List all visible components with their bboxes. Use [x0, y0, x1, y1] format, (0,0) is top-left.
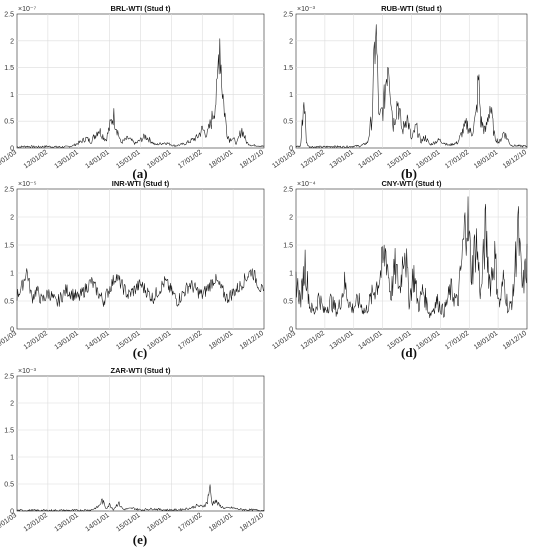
x-tick-label: 13/01/01	[329, 149, 355, 170]
x-tick-label: 13/01/01	[329, 330, 355, 351]
x-tick-label: 11/01/03	[0, 330, 18, 351]
panel-label: (c)	[133, 345, 147, 360]
x-tick-label: 11/01/03	[271, 149, 297, 170]
x-tick-label: 18/12/10	[502, 330, 528, 351]
x-tick-label: 18/12/10	[239, 512, 265, 533]
x-tick-label: 12/01/02	[23, 330, 49, 351]
x-tick-label: 17/01/02	[444, 149, 470, 170]
series-line	[295, 196, 528, 319]
x-tick-label: 14/01/01	[84, 330, 110, 351]
y-tick-label: 2	[10, 38, 14, 45]
y-tick-label: 2	[10, 401, 14, 408]
x-tick-label: 11/01/03	[0, 512, 18, 533]
y-exponent-label: ×10⁻⁴	[297, 181, 316, 188]
x-tick-label: 11/01/03	[271, 330, 297, 351]
x-tick-label: 16/01/01	[415, 149, 441, 170]
y-tick-label: 2.5	[283, 12, 293, 19]
x-tick-label: 17/01/02	[177, 512, 203, 533]
x-tick-label: 18/12/10	[239, 330, 265, 351]
x-tick-label: 15/01/01	[115, 512, 141, 533]
x-tick-label: 13/01/01	[54, 330, 80, 351]
x-tick-label: 17/01/02	[444, 330, 470, 351]
y-tick-label: 2	[289, 38, 293, 45]
chart-panel-d: 0 0.5 1 1.5 2 2.5 11/01/03 12/01/02 13/01/01 14/0…	[271, 179, 528, 360]
y-tick-label: 1	[289, 92, 293, 99]
x-tick-label: 12/01/02	[300, 149, 326, 170]
y-tick-label: 0.5	[4, 299, 14, 306]
panel-title: INR-WTI (Stud t)	[112, 179, 170, 188]
panel-title: RUB-WTI (Stud t)	[381, 4, 442, 13]
x-tick-label: 18/01/01	[473, 149, 499, 170]
y-exponent-label: ×10⁻³	[18, 368, 37, 375]
series-line	[16, 484, 265, 512]
x-tick-label: 16/01/01	[146, 330, 172, 351]
x-tick-label: 16/01/01	[146, 149, 172, 170]
y-tick-label: 2.5	[4, 187, 14, 194]
chart-panel-b: 0 0.5 1 1.5 2 2.5 11/01/03 12/01/02 13/01/01 14/0…	[271, 4, 528, 181]
x-tick-label: 13/01/01	[54, 512, 80, 533]
y-exponent-label: ×10⁻³	[297, 6, 316, 13]
y-tick-label: 0	[289, 146, 293, 153]
y-tick-label: 0	[10, 509, 14, 516]
panel-label: (d)	[401, 345, 417, 360]
series-line	[295, 24, 528, 149]
panel-label: (e)	[133, 532, 147, 547]
y-tick-label: 0.5	[283, 299, 293, 306]
y-tick-label: 0.5	[283, 119, 293, 126]
y-tick-label: 1	[10, 92, 14, 99]
y-tick-label: 2	[10, 215, 14, 222]
chart-panel-c: 0 0.5 1 1.5 2 2.5 11/01/03 12/01/02 13/01/01 14/0…	[0, 179, 265, 360]
x-tick-label: 12/01/02	[300, 330, 326, 351]
panel-title: CNY-WTI (Stud t)	[382, 179, 442, 188]
y-tick-label: 1.5	[4, 65, 14, 72]
x-tick-label: 14/01/01	[357, 330, 383, 351]
y-tick-label: 2.5	[4, 374, 14, 381]
y-tick-label: 2.5	[283, 187, 293, 194]
y-tick-label: 1.5	[4, 243, 14, 250]
y-tick-label: 0	[289, 327, 293, 334]
x-tick-label: 14/01/01	[84, 512, 110, 533]
y-tick-label: 0	[10, 327, 14, 334]
y-tick-label: 2	[289, 215, 293, 222]
x-tick-label: 13/01/01	[54, 149, 80, 170]
y-tick-label: 1	[10, 455, 14, 462]
x-tick-label: 16/01/01	[415, 330, 441, 351]
chart-panel-e: 0 0.5 1 1.5 2 2.5 11/01/03 12/01/02 13/01/01 14/0…	[0, 366, 265, 547]
x-tick-label: 14/01/01	[84, 149, 110, 170]
series-line	[16, 38, 265, 149]
y-tick-label: 2.5	[4, 12, 14, 19]
x-tick-label: 18/01/01	[208, 330, 234, 351]
y-tick-label: 1.5	[4, 428, 14, 435]
x-tick-label: 18/01/01	[208, 512, 234, 533]
y-exponent-label: ×10⁻⁷	[18, 6, 37, 13]
x-tick-label: 11/01/03	[0, 149, 18, 170]
panel-label: (b)	[401, 166, 417, 181]
y-tick-label: 1.5	[283, 65, 293, 72]
y-tick-label: 1.5	[283, 243, 293, 250]
x-tick-label: 12/01/02	[23, 149, 49, 170]
y-exponent-label: ×10⁻⁵	[18, 181, 37, 188]
x-tick-label: 18/12/10	[502, 149, 528, 170]
x-tick-label: 18/01/01	[473, 330, 499, 351]
series-line	[16, 268, 265, 307]
x-tick-label: 14/01/01	[357, 149, 383, 170]
y-tick-label: 1	[289, 271, 293, 278]
x-tick-label: 18/01/01	[208, 149, 234, 170]
x-tick-label: 16/01/01	[146, 512, 172, 533]
panel-title: ZAR-WTI (Stud t)	[111, 366, 171, 375]
x-tick-label: 17/01/02	[177, 330, 203, 351]
y-tick-label: 0.5	[4, 482, 14, 489]
panel-label: (a)	[132, 166, 147, 181]
x-tick-label: 12/01/02	[23, 512, 49, 533]
x-tick-label: 17/01/02	[177, 149, 203, 170]
x-tick-label: 18/12/10	[239, 149, 265, 170]
y-tick-label: 0.5	[4, 119, 14, 126]
y-tick-label: 0	[10, 146, 14, 153]
panel-title: BRL-WTI (Stud t)	[111, 4, 171, 13]
y-tick-label: 1	[10, 271, 14, 278]
chart-panel-a: 0 0.5 1 1.5 2 2.5 11/01/03 12/01/02 13/01/01 14/0…	[0, 4, 265, 181]
